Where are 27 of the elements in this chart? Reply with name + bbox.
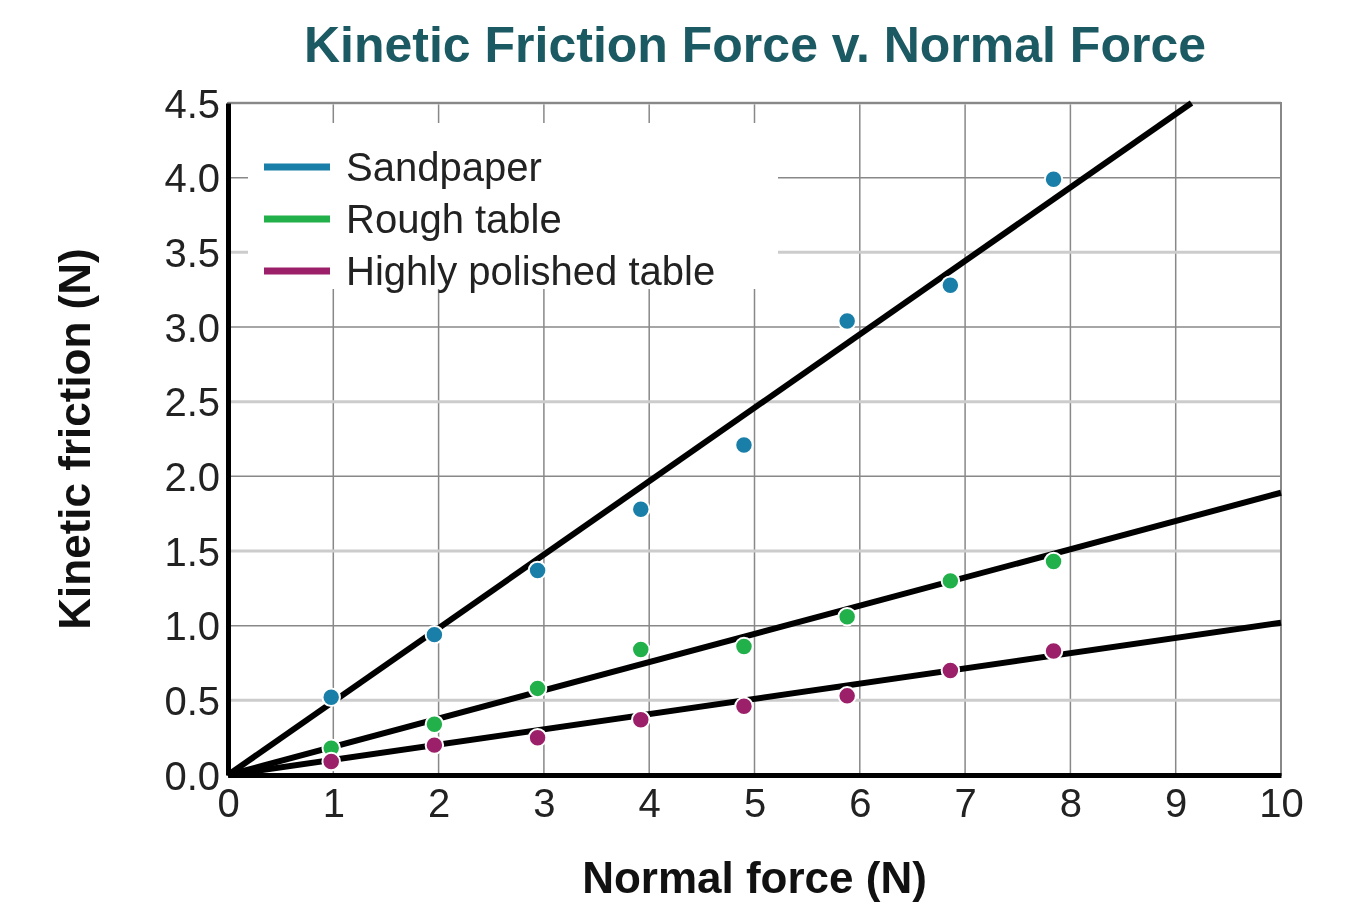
- x-tick-label: 4: [638, 781, 661, 826]
- y-tick-label: 3.0: [164, 305, 220, 350]
- x-tick-label: 6: [849, 781, 872, 826]
- x-tick-label: 5: [743, 781, 767, 826]
- chart-title: Kinetic Friction Force v. Normal Force: [303, 17, 1207, 73]
- y-tick-label: 0.0: [164, 753, 220, 798]
- y-tick-label: 0.5: [164, 678, 220, 723]
- x-axis-title: Normal force (N): [582, 853, 927, 902]
- y-tick-label: 2.0: [164, 454, 220, 499]
- x-tick-label: 7: [954, 781, 977, 826]
- y-tick-label: 1.0: [164, 604, 220, 649]
- y-axis-title: Kinetic friction (N): [50, 248, 99, 630]
- y-tick-label: 2.5: [164, 380, 220, 425]
- x-tick-label: 3: [533, 781, 556, 826]
- legend-label: Sandpaper: [346, 145, 542, 189]
- x-tick-label: 2: [427, 781, 451, 826]
- legend-label: Rough table: [346, 197, 562, 241]
- x-tick-label: 10: [1259, 781, 1304, 826]
- y-tick-label: 4.0: [164, 156, 220, 201]
- legend-label: Highly polished table: [346, 249, 716, 293]
- y-tick-label: 1.5: [164, 529, 220, 574]
- x-tick-label: 8: [1059, 781, 1083, 826]
- y-tick-label: 3.5: [164, 230, 220, 275]
- x-tick-label: 9: [1165, 781, 1188, 826]
- x-tick-label: 0: [217, 781, 240, 826]
- y-tick-label: 4.5: [164, 81, 220, 126]
- x-tick-label: 1: [322, 781, 345, 826]
